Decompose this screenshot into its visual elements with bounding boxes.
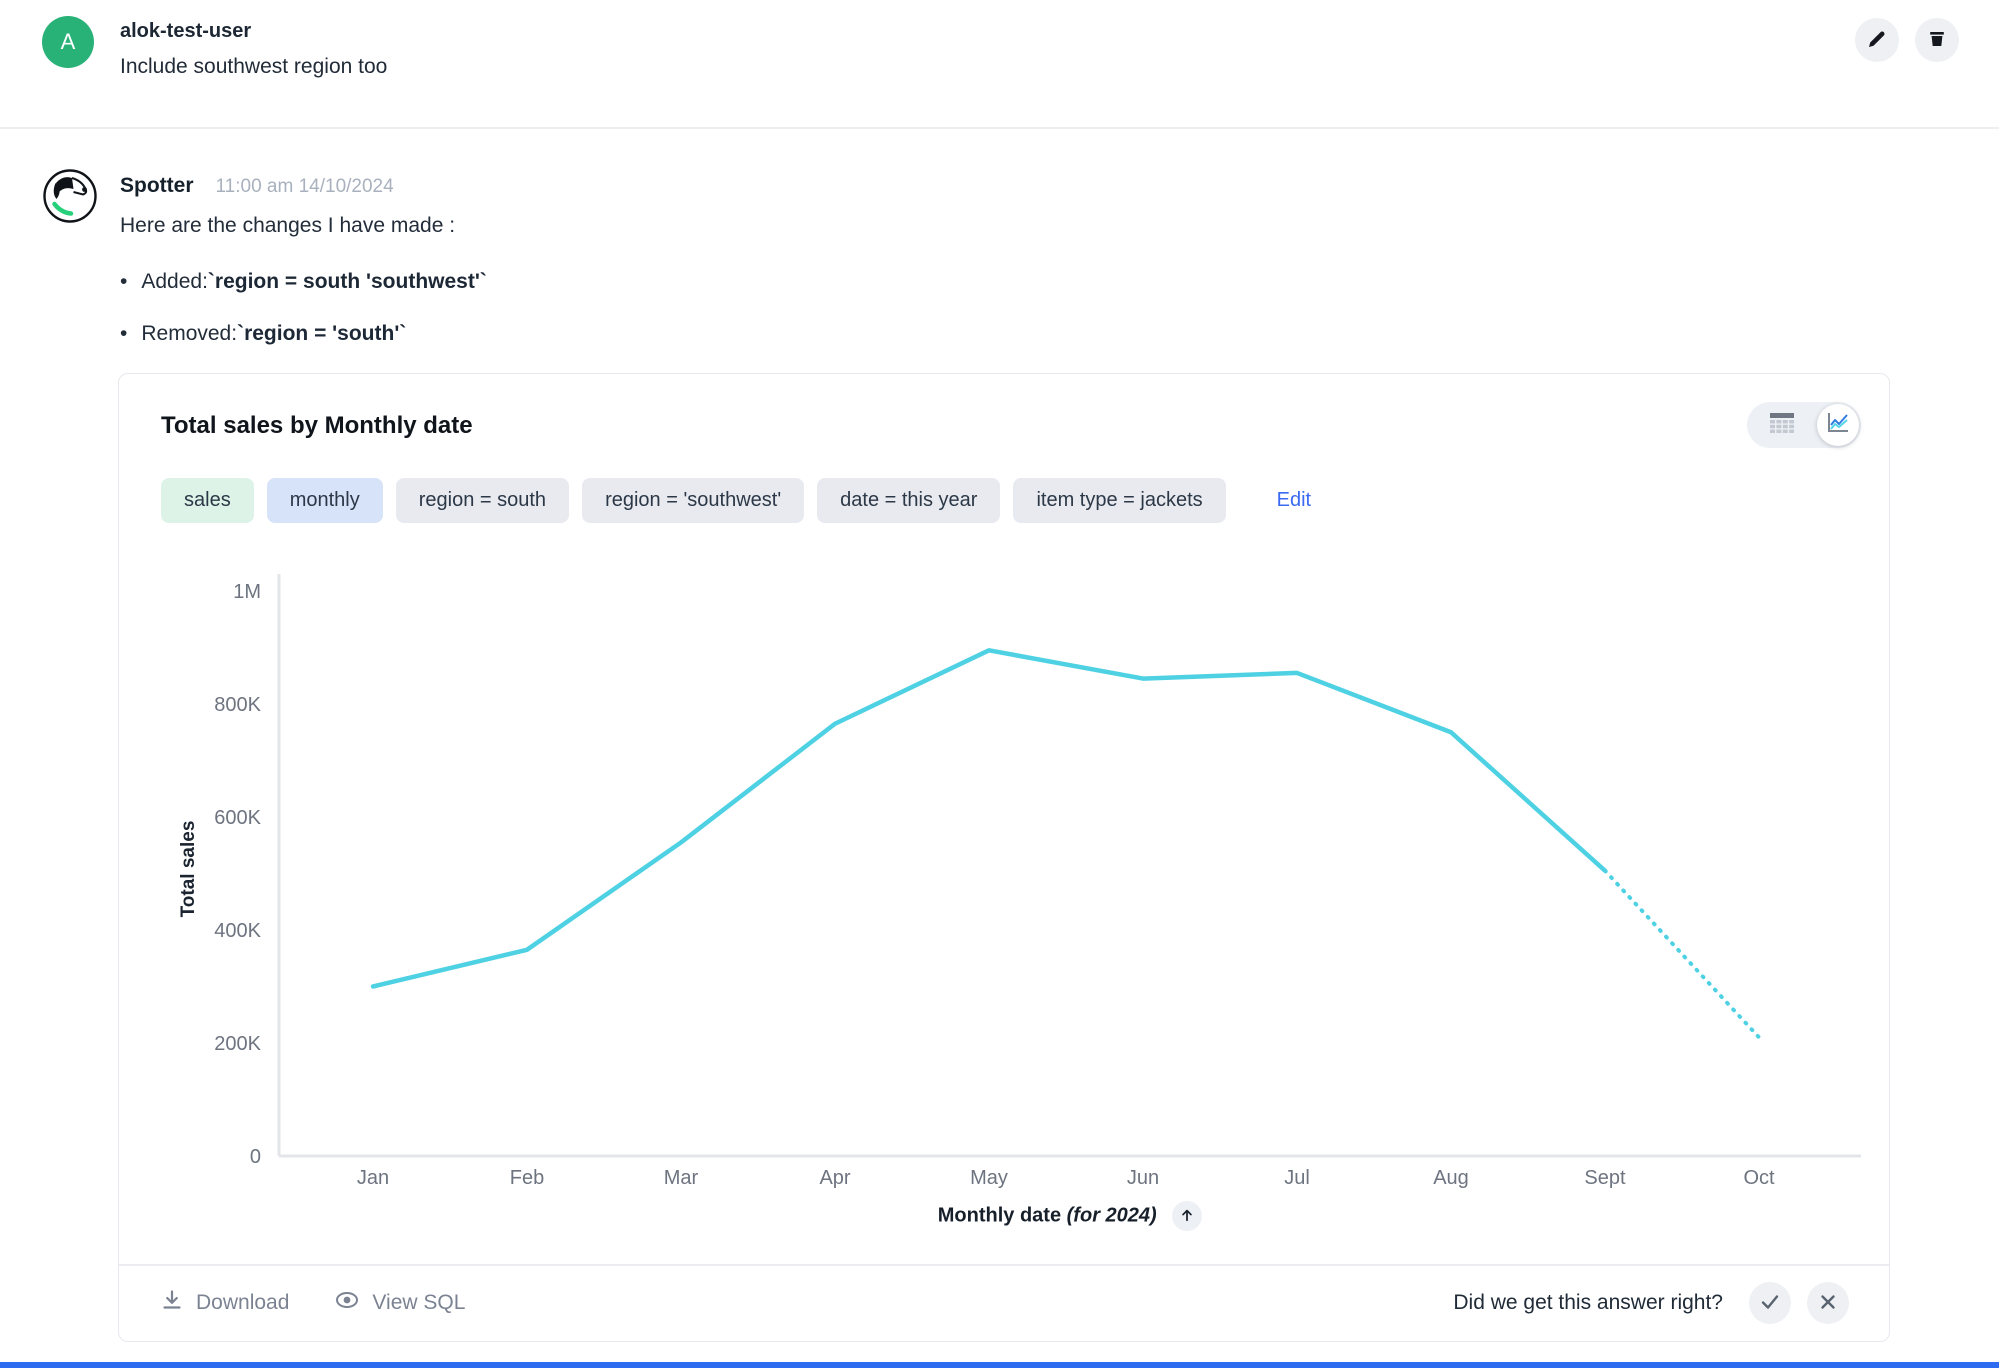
change-code: `region = 'south'` xyxy=(237,322,407,345)
user-text-block: alok-test-user Include southwest region … xyxy=(120,16,387,79)
bot-name: Spotter xyxy=(120,174,194,197)
thumbs-down-button[interactable] xyxy=(1807,1282,1849,1324)
change-prefix: Removed: xyxy=(141,322,238,345)
x-tick-label: Oct xyxy=(1743,1167,1775,1189)
x-tick-label: Aug xyxy=(1433,1167,1469,1189)
pencil-icon xyxy=(1867,29,1887,52)
bullet-dot: • xyxy=(120,270,128,293)
x-tick-label: Sept xyxy=(1584,1167,1626,1189)
chart-view-button[interactable] xyxy=(1817,404,1859,446)
message-actions xyxy=(1855,18,1959,62)
x-axis-title-year: (for 2024) xyxy=(1061,1204,1157,1227)
arrow-up-icon xyxy=(1180,1208,1194,1225)
chart-axes xyxy=(277,574,1861,1158)
y-tick-label: 1M xyxy=(233,581,261,603)
x-tick-label: Jul xyxy=(1284,1167,1310,1189)
chip-sales[interactable]: sales xyxy=(161,478,254,523)
x-tick-label: Jan xyxy=(357,1167,389,1189)
bot-intro-text: Here are the changes I have made : xyxy=(120,214,456,237)
y-tick-label: 800K xyxy=(214,694,261,716)
x-tick-label: Feb xyxy=(510,1167,544,1189)
y-tick-label: 600K xyxy=(214,807,261,829)
list-item: • Added: `region = south 'southwest'` xyxy=(120,270,487,294)
bullet-dot: • xyxy=(120,322,128,345)
bot-content: Spotter 11:00 am 14/10/2024 Here are the… xyxy=(120,168,487,374)
download-button[interactable]: Download xyxy=(161,1289,289,1317)
sales-line-dotted-projection xyxy=(1603,868,1761,1040)
change-code: `region = south 'southwest'` xyxy=(207,270,487,293)
user-avatar: A xyxy=(42,16,94,68)
chip-region-south[interactable]: region = south xyxy=(395,478,570,523)
x-axis-title: Monthly date (for 2024) xyxy=(279,1201,1861,1231)
change-list: • Added: `region = south 'southwest'` • … xyxy=(120,270,487,346)
view-toggle xyxy=(1747,402,1861,448)
chip-monthly[interactable]: monthly xyxy=(266,478,383,523)
spotter-logo-icon xyxy=(42,168,98,224)
x-tick-label: Apr xyxy=(819,1167,850,1189)
answer-card: Total sales by Monthly date xyxy=(118,373,1890,1342)
user-message-text: Include southwest region too xyxy=(120,55,388,78)
divider xyxy=(0,127,1999,129)
view-sql-button[interactable]: View SQL xyxy=(335,1291,465,1315)
table-icon xyxy=(1769,412,1795,439)
y-tick-label: 0 xyxy=(250,1146,261,1168)
thumbs-up-button[interactable] xyxy=(1749,1282,1791,1324)
sort-ascending-button[interactable] xyxy=(1172,1201,1203,1231)
chart-title: Total sales by Monthly date xyxy=(161,412,473,439)
change-prefix: Added: xyxy=(141,270,208,293)
query-chips-row: sales monthly region = south region = 's… xyxy=(161,478,1311,523)
download-icon xyxy=(161,1289,183,1317)
bot-message-row: Spotter 11:00 am 14/10/2024 Here are the… xyxy=(42,168,1959,374)
feedback-prompt: Did we get this answer right? xyxy=(1453,1291,1723,1314)
chip-region-southwest[interactable]: region = 'southwest' xyxy=(582,478,805,523)
x-tick-label: May xyxy=(970,1167,1008,1189)
list-item: • Removed: `region = 'south'` xyxy=(120,322,487,346)
close-icon xyxy=(1819,1293,1837,1314)
y-tick-label: 200K xyxy=(214,1033,261,1055)
card-footer: Download View SQL Did we get this answer… xyxy=(161,1265,1849,1341)
edit-message-button[interactable] xyxy=(1855,18,1899,62)
user-message-row: A alok-test-user Include southwest regio… xyxy=(42,16,1959,79)
trash-icon xyxy=(1927,29,1947,52)
chat-input-top-border xyxy=(0,1362,1999,1368)
table-view-button[interactable] xyxy=(1747,402,1817,448)
eye-icon xyxy=(335,1291,359,1315)
x-tick-label: Jun xyxy=(1127,1167,1159,1189)
view-sql-label: View SQL xyxy=(372,1291,466,1314)
sales-line-chart: 1M 800K 600K 400K 200K 0 Jan Feb Mar Apr May Jun Jul… xyxy=(214,574,1861,1189)
username: alok-test-user xyxy=(120,20,252,42)
line-chart-icon xyxy=(1826,412,1850,439)
edit-query-link[interactable]: Edit xyxy=(1276,489,1312,511)
sales-line-solid xyxy=(370,648,1608,989)
bot-header: Spotter 11:00 am 14/10/2024 xyxy=(120,174,487,198)
y-tick-label: 400K xyxy=(214,920,261,942)
check-icon xyxy=(1760,1293,1780,1314)
x-axis-title-text: Monthly date xyxy=(937,1204,1062,1227)
x-tick-label: Mar xyxy=(664,1167,699,1189)
delete-message-button[interactable] xyxy=(1915,18,1959,62)
chip-date-this-year[interactable]: date = this year xyxy=(817,478,1001,523)
chip-item-type-jackets[interactable]: item type = jackets xyxy=(1013,478,1226,523)
divider xyxy=(119,1264,1889,1266)
download-label: Download xyxy=(196,1291,290,1314)
bot-timestamp: 11:00 am 14/10/2024 xyxy=(215,176,394,197)
